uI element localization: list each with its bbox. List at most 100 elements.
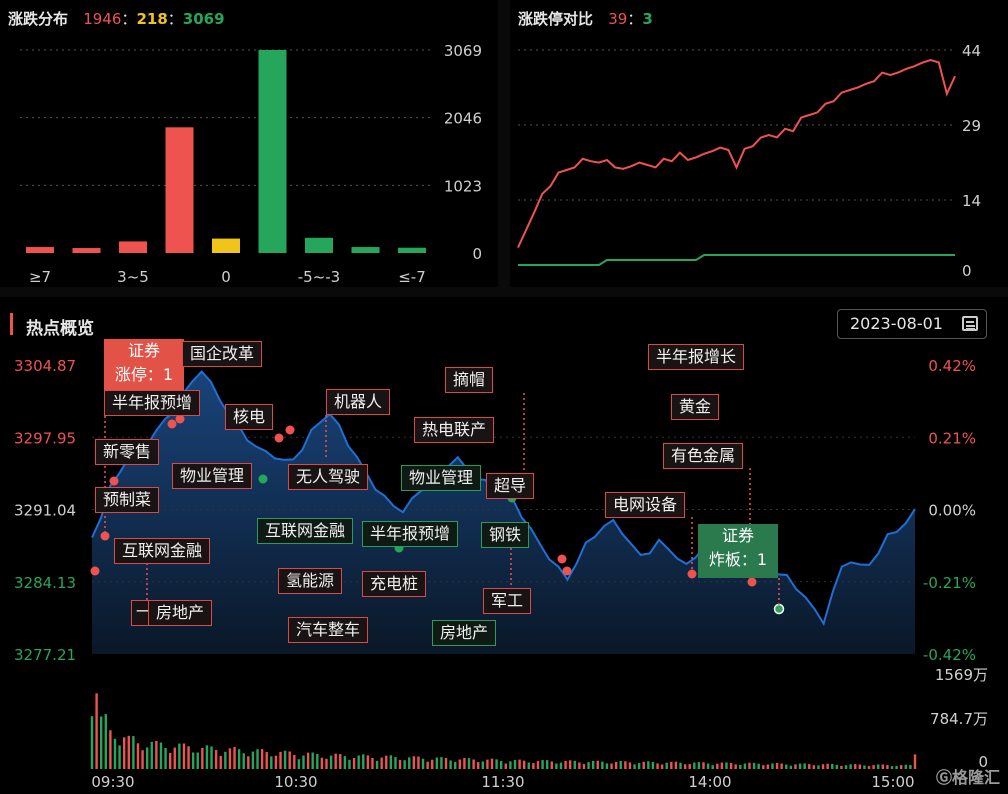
volume-bar xyxy=(385,755,388,769)
volume-bar xyxy=(651,761,655,769)
volume-bar xyxy=(679,762,682,769)
tag-new-retail[interactable]: 新零售 xyxy=(95,439,160,465)
volume-bar xyxy=(785,764,788,769)
x-tick-label: 0 xyxy=(221,268,231,286)
volume-bar xyxy=(693,762,696,769)
volume-bar xyxy=(159,742,163,769)
flat-count: 218 xyxy=(136,10,168,28)
volume-bar xyxy=(164,748,167,769)
pct-tick-label: 0.42% xyxy=(928,357,976,375)
tag-nuclear[interactable]: 核电 xyxy=(225,404,274,430)
volume-bar xyxy=(550,761,553,769)
volume-bar xyxy=(122,737,126,769)
tag-gold[interactable]: 黄金 xyxy=(671,394,720,420)
tag-nonferrous[interactable]: 有色金属 xyxy=(663,443,744,469)
dist-bar xyxy=(26,247,54,253)
event-dot xyxy=(562,566,572,576)
y-tick-label: 14 xyxy=(962,192,981,210)
volume-bar xyxy=(886,765,889,769)
tag-real-estate-2[interactable]: 房地产 xyxy=(432,620,497,646)
volume-bar xyxy=(141,750,144,769)
callout-limit-up[interactable]: 证券 涨停：1 xyxy=(104,339,184,391)
price-tick-label: 3277.21 xyxy=(14,646,76,664)
volume-bar xyxy=(582,764,586,769)
tag-charging-pile[interactable]: 充电桩 xyxy=(362,571,427,597)
dist-bar xyxy=(351,247,380,253)
volume-bar xyxy=(555,763,558,769)
volume-bar xyxy=(872,765,875,769)
volume-bar xyxy=(403,760,406,769)
volume-bar xyxy=(536,761,540,769)
volume-bar xyxy=(500,761,503,769)
volume-tick-label: 0 xyxy=(978,753,988,771)
volume-bar xyxy=(214,750,218,769)
tag-hydrogen[interactable]: 氢能源 xyxy=(278,568,343,594)
tag-half-year-preup[interactable]: 半年报预增 xyxy=(104,390,201,416)
tag-internet-finance[interactable]: 互联网金融 xyxy=(114,538,211,564)
tag-superconductor[interactable]: 超导 xyxy=(486,473,535,499)
volume-bar xyxy=(463,757,466,769)
event-dot xyxy=(100,531,110,541)
volume-bar xyxy=(541,760,544,769)
tag-grid-equipment[interactable]: 电网设备 xyxy=(605,492,686,518)
tag-military[interactable]: 军工 xyxy=(483,588,532,614)
calendar-icon[interactable] xyxy=(962,316,978,331)
tag-soe-reform[interactable]: 国企改革 xyxy=(182,341,263,367)
time-tick-label: 11:30 xyxy=(481,773,524,791)
tag-delisting-risk[interactable]: 摘帽 xyxy=(445,367,494,393)
pct-tick-label: 0.00% xyxy=(928,502,976,520)
y-tick-label: 1023 xyxy=(444,177,482,195)
tag-partial[interactable]: 一 xyxy=(131,600,149,626)
volume-bar xyxy=(113,738,117,769)
tag-auto[interactable]: 汽车整车 xyxy=(288,617,369,643)
pct-tick-label: -0.42% xyxy=(923,646,976,664)
volume-bar xyxy=(766,764,770,769)
tag-half-year-preup-2[interactable]: 半年报预增 xyxy=(362,521,459,547)
volume-bar xyxy=(794,764,797,769)
volume-bar xyxy=(803,763,806,769)
tag-steel[interactable]: 钢铁 xyxy=(481,522,530,548)
y-tick-label: 29 xyxy=(962,117,981,135)
volume-bar xyxy=(513,759,517,769)
tag-half-year-growth[interactable]: 半年报增长 xyxy=(648,344,745,370)
volume-bar xyxy=(532,763,535,769)
callout-title: 证券 xyxy=(127,341,160,360)
dist-bar xyxy=(305,237,333,253)
volume-bar xyxy=(789,765,793,769)
y-tick-label: 3069 xyxy=(444,42,482,60)
event-dot xyxy=(258,474,268,484)
volume-bar xyxy=(711,765,714,769)
volume-bar xyxy=(798,763,802,769)
volume-bar xyxy=(155,740,158,769)
volume-bar xyxy=(624,761,627,769)
tag-prepared-food[interactable]: 预制菜 xyxy=(95,487,160,513)
volume-bar xyxy=(224,751,227,769)
volume-bar xyxy=(628,762,632,769)
volume-bar xyxy=(909,765,912,769)
volume-bar xyxy=(821,764,825,769)
date-picker[interactable]: 2023-08-01 xyxy=(837,309,987,339)
tag-cogeneration[interactable]: 热电联产 xyxy=(414,417,495,443)
volume-bar xyxy=(656,763,659,769)
volume-bar xyxy=(495,759,498,769)
volume-bar xyxy=(490,758,494,769)
volume-bar xyxy=(522,760,526,769)
volume-bar xyxy=(279,751,282,769)
volume-bar xyxy=(196,752,199,769)
volume-bar xyxy=(904,764,908,769)
tag-real-estate[interactable]: 房地产 xyxy=(148,600,213,626)
volume-bar xyxy=(545,760,549,769)
tag-autonomous[interactable]: 无人驾驶 xyxy=(288,464,369,490)
tag-property-mgmt-2[interactable]: 物业管理 xyxy=(401,465,482,491)
tag-property-mgmt[interactable]: 物业管理 xyxy=(172,463,253,489)
volume-bar xyxy=(99,716,103,769)
tag-internet-finance-2[interactable]: 互联网金融 xyxy=(257,518,354,544)
limit-title: 涨跌停对比 39：3 xyxy=(518,8,653,29)
volume-bar xyxy=(665,762,668,769)
x-tick-label: -5~-3 xyxy=(298,268,340,286)
volume-bar xyxy=(683,764,687,769)
volume-bar xyxy=(316,754,319,769)
tag-robot[interactable]: 机器人 xyxy=(326,389,391,415)
watermark-logo: Ⓖ格隆汇 xyxy=(935,768,1000,787)
callout-break[interactable]: 证券 炸板：1 xyxy=(698,524,778,578)
